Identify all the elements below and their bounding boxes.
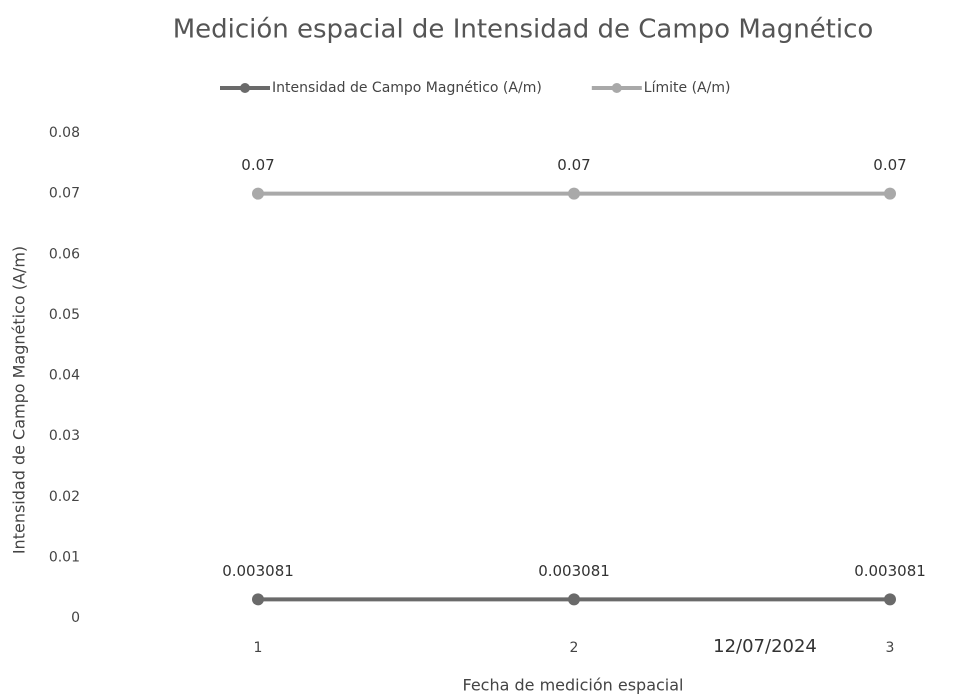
data-label: 0.003081	[538, 562, 610, 580]
data-point	[252, 187, 264, 200]
data-label: 0.07	[873, 156, 906, 174]
x-axis-label: Fecha de medición espacial	[462, 676, 683, 695]
legend-label: Límite (A/m)	[644, 80, 731, 96]
y-tick-label: 0.04	[49, 368, 80, 384]
x-tick-label: 3	[886, 640, 895, 656]
data-label: 0.07	[241, 156, 274, 174]
data-point	[568, 593, 580, 606]
y-axis-label: Intensidad de Campo Magnético (A/m)	[10, 246, 29, 554]
y-tick-label: 0.05	[49, 307, 80, 323]
legend-label: Intensidad de Campo Magnético (A/m)	[272, 80, 542, 96]
legend-marker	[611, 83, 622, 93]
data-point	[884, 187, 896, 200]
chart-title: Medición espacial de Intensidad de Campo…	[173, 15, 874, 45]
data-label: 0.003081	[222, 562, 294, 580]
x-tick-label: 1	[254, 640, 263, 656]
y-tick-label: 0.07	[49, 186, 80, 202]
data-label: 0.07	[557, 156, 590, 174]
y-tick-label: 0.01	[49, 549, 80, 565]
y-tick-label: 0	[71, 610, 80, 626]
data-point	[568, 187, 580, 200]
x-tick-label: 2	[570, 640, 579, 656]
y-tick-label: 0.08	[49, 125, 80, 141]
legend-marker	[240, 83, 250, 93]
annotation: 12/07/2024	[713, 636, 817, 657]
y-tick-label: 0.03	[49, 428, 80, 444]
data-point	[884, 593, 896, 606]
data-point	[252, 593, 264, 606]
data-label: 0.003081	[854, 562, 926, 580]
y-tick-label: 0.02	[49, 489, 80, 505]
y-tick-label: 0.06	[49, 246, 80, 262]
